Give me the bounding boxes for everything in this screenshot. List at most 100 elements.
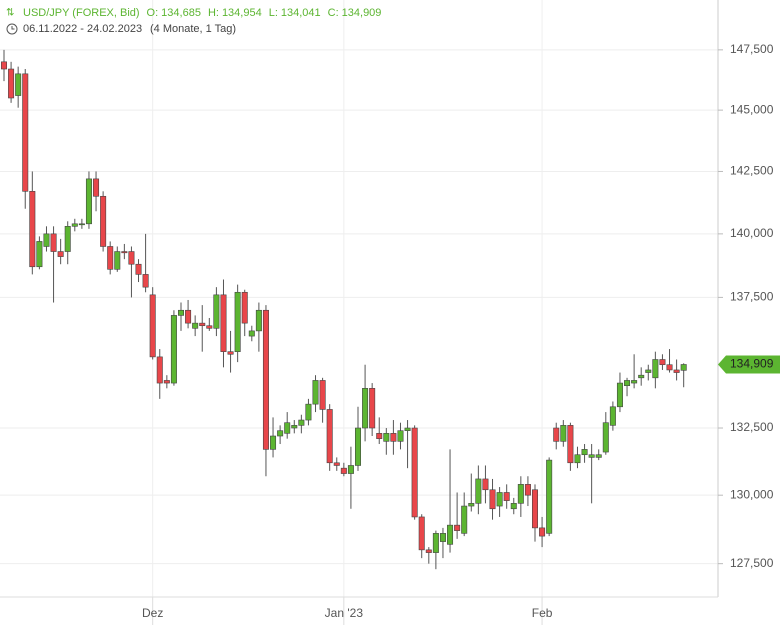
- candle-body: [277, 430, 284, 437]
- candle-body: [468, 503, 475, 507]
- ohlc-value: 134,954: [222, 7, 262, 19]
- candle-body: [397, 430, 404, 442]
- candle-body: [531, 489, 538, 529]
- candle-body: [85, 178, 92, 225]
- candle-body: [185, 309, 192, 324]
- candle-body: [454, 524, 461, 531]
- candle-body: [447, 524, 454, 545]
- candle-body: [312, 380, 319, 405]
- candle-body: [234, 291, 241, 352]
- candle-body: [362, 388, 369, 429]
- candle-body: [114, 251, 121, 270]
- candle-body: [192, 322, 199, 329]
- candle-body: [128, 251, 135, 265]
- candle-body: [107, 246, 114, 270]
- candle-body: [354, 427, 361, 466]
- candle-body: [319, 380, 326, 410]
- candle-body: [588, 454, 595, 458]
- candle-body: [475, 478, 482, 504]
- candle-body: [298, 419, 305, 426]
- candle-body: [241, 291, 248, 324]
- candle-body: [376, 433, 383, 439]
- candle-body: [149, 294, 156, 358]
- candle-body: [57, 251, 64, 257]
- candle-body: [64, 226, 71, 252]
- y-tick-label: 132,500: [730, 420, 774, 434]
- price-badge-label: 134,909: [730, 357, 774, 371]
- candle-body: [29, 191, 36, 268]
- candle-body: [135, 263, 142, 275]
- candle-body: [638, 374, 645, 379]
- candle-body: [255, 309, 262, 332]
- candle-body: [482, 478, 489, 491]
- header-line: USD/JPY (FOREX, Bid) O: 134,685 H: 134,954 L:…: [23, 7, 381, 19]
- candle-body: [22, 73, 29, 192]
- period: (4 Monate, 1 Tag): [150, 23, 236, 35]
- candle-body: [489, 489, 496, 510]
- candle-body: [142, 274, 149, 288]
- candle-body: [645, 369, 652, 373]
- ohlc-value: 134,909: [342, 7, 382, 19]
- candle-body: [8, 68, 15, 99]
- candle-body: [50, 233, 57, 252]
- ohlc-label: L:: [269, 7, 278, 19]
- y-tick-label: 140,000: [730, 226, 774, 240]
- candle-body: [560, 425, 567, 442]
- header: ⇅ USD/JPY (FOREX, Bid) O: 134,685 H: 134,954…: [6, 7, 381, 35]
- candle-body: [390, 433, 397, 442]
- candle-body: [461, 505, 468, 534]
- candle-body: [510, 503, 517, 510]
- candle-body: [383, 433, 390, 442]
- ohlc-value: 134,685: [161, 7, 201, 19]
- candle-body: [652, 359, 659, 379]
- candle-body: [616, 382, 623, 408]
- candle-body: [163, 380, 170, 384]
- candle-body: [43, 233, 50, 247]
- candle-body: [546, 459, 553, 534]
- x-tick-label: Feb: [532, 606, 553, 620]
- ohlc-label: H:: [208, 7, 219, 19]
- candle-body: [432, 533, 439, 553]
- price-badge: [718, 355, 780, 374]
- y-tick-label: 142,500: [730, 164, 774, 178]
- candle-body: [659, 359, 666, 366]
- candle-body: [680, 364, 687, 371]
- y-tick-label: 127,500: [730, 556, 774, 570]
- candle-body: [227, 351, 234, 355]
- candle-body: [333, 462, 340, 466]
- candle-body: [199, 322, 206, 327]
- candle-body: [326, 409, 333, 464]
- candle-body: [602, 422, 609, 453]
- candle-body: [439, 533, 446, 542]
- candle-body: [340, 467, 347, 474]
- date-range: 06.11.2022 - 24.02.2023: [23, 23, 142, 35]
- candle-body: [496, 492, 503, 507]
- candle-body: [36, 241, 43, 268]
- x-tick-label: Jan '23: [325, 606, 364, 620]
- candle-body: [262, 309, 269, 450]
- candle-body: [93, 178, 100, 197]
- ohlc-value: 134,041: [281, 7, 321, 19]
- candle-body: [0, 61, 8, 70]
- chart-icon: ⇅: [6, 8, 14, 19]
- candle-body: [15, 73, 22, 96]
- candle-body: [631, 380, 638, 384]
- candle-body: [404, 427, 411, 431]
- clock-hands: [11, 26, 15, 30]
- candle-body: [291, 425, 298, 429]
- candle-body: [347, 465, 354, 474]
- candle-body: [156, 356, 163, 384]
- x-tick-label: Dez: [142, 606, 163, 620]
- candle-body: [503, 492, 510, 501]
- candle-body: [78, 223, 85, 226]
- candle-body: [206, 325, 213, 329]
- candle-body: [666, 364, 673, 371]
- candle-body: [220, 294, 227, 352]
- candle-body: [517, 484, 524, 504]
- candle-body: [178, 309, 185, 316]
- candle-body: [369, 388, 376, 429]
- candle-body: [595, 454, 602, 458]
- candle-body: [539, 527, 546, 537]
